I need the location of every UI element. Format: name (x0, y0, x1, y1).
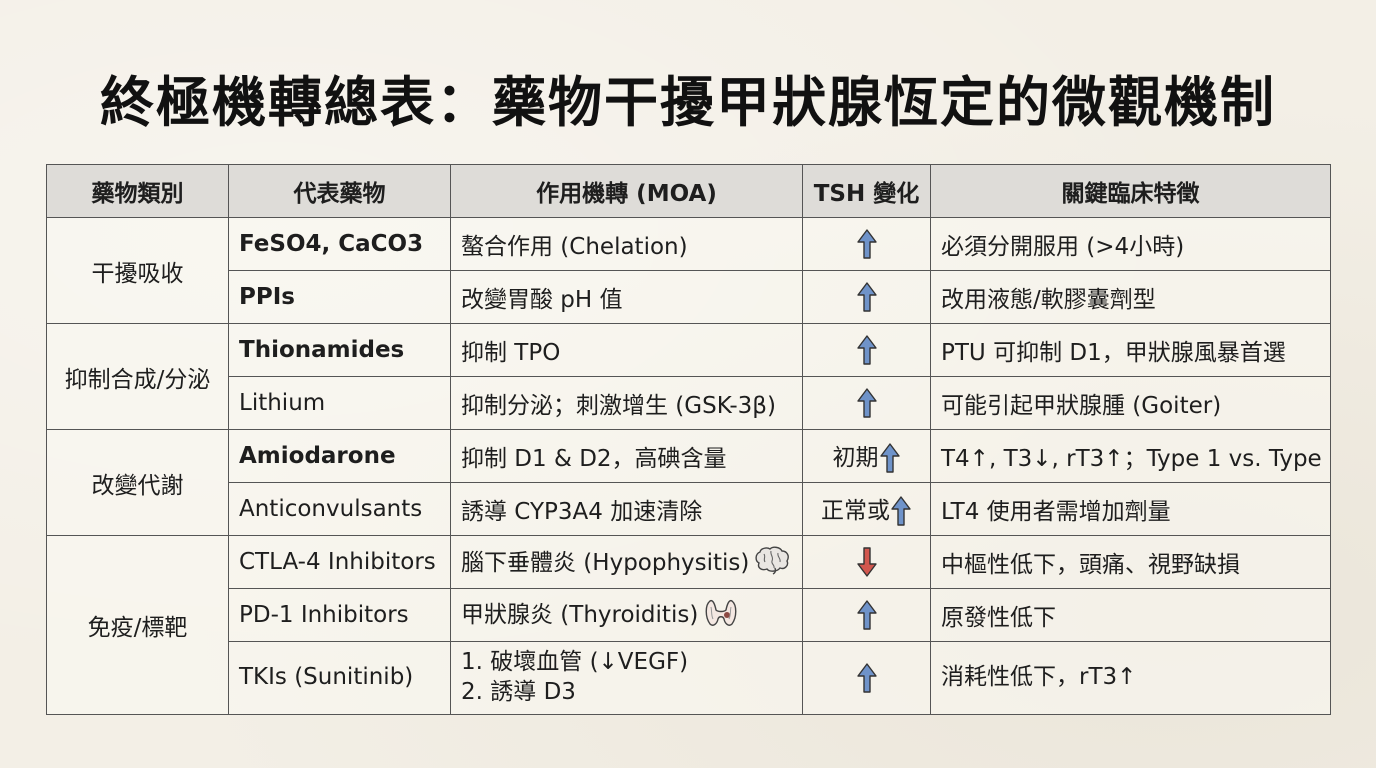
tsh-cell (802, 217, 931, 271)
arrow-up-icon (890, 495, 912, 527)
moa-cell: 抑制 TPO (450, 323, 803, 377)
table-row: 抑制合成/分泌 Thionamides 抑制 TPO PTU 可抑制 D1，甲狀… (46, 323, 1331, 430)
moa-text: 腦下垂體炎 (Hypophysitis) (461, 549, 750, 576)
feature-cell: 可能引起甲狀腺腫 (Goiter) (930, 376, 1331, 430)
brain-icon (753, 545, 791, 581)
drug-cell: Amiodarone (228, 429, 451, 483)
arrow-up-icon (879, 442, 901, 474)
moa-cell: 螯合作用 (Chelation) (450, 217, 803, 271)
moa-text: 甲狀腺炎 (Thyroiditis) (461, 602, 699, 629)
arrow-up-icon (856, 662, 878, 694)
arrow-up-icon (856, 599, 878, 631)
feature-cell: 消耗性低下，rT3↑ (930, 641, 1331, 715)
arrow-up-icon (856, 387, 878, 419)
table-row: 免疫/標靶 CTLA-4 Inhibitors 腦下垂體炎 (Hypophysi… (46, 535, 1331, 715)
tsh-cell (802, 376, 931, 430)
table-row: Lithium 抑制分泌；刺激增生 (GSK-3β) 可能引起甲狀腺腫 (Goi… (47, 376, 1331, 430)
category-cell: 干擾吸收 (46, 217, 229, 324)
feature-cell: T4↑, T3↓, rT3↑；Type 1 vs. Type 2 (930, 429, 1331, 483)
arrow-down-icon (856, 546, 878, 578)
feature-cell: PTU 可抑制 D1，甲狀腺風暴首選 (930, 323, 1331, 377)
tsh-cell (802, 323, 931, 377)
header-category: 藥物類別 (46, 164, 229, 218)
tsh-cell (802, 535, 931, 589)
table-row: PPIs 改變胃酸 pH 值 改用液態/軟膠囊劑型 (47, 270, 1331, 324)
drug-cell: Lithium (228, 376, 451, 430)
header-drug: 代表藥物 (228, 164, 451, 218)
arrow-up-icon (856, 228, 878, 260)
tsh-prefix: 初期 (832, 444, 879, 471)
table-row: 改變代謝 Amiodarone 抑制 D1 & D2，高碘含量 初期 T4↑, … (46, 429, 1331, 536)
moa-cell: 改變胃酸 pH 值 (450, 270, 803, 324)
drug-cell: TKIs (Sunitinib) (228, 641, 451, 715)
feature-cell: 改用液態/軟膠囊劑型 (930, 270, 1331, 324)
table-header-row: 藥物類別 代表藥物 作用機轉 (MOA) TSH 變化 關鍵臨床特徵 (46, 164, 1331, 218)
category-cell: 免疫/標靶 (46, 535, 229, 715)
tsh-cell: 初期 (802, 429, 931, 483)
arrow-up-icon (856, 281, 878, 313)
drug-cell: Thionamides (228, 323, 451, 377)
moa-cell: 1. 破壞血管 (↓VEGF) 2. 誘導 D3 (450, 641, 803, 715)
drug-cell: PPIs (228, 270, 451, 324)
moa-cell: 抑制 D1 & D2，高碘含量 (450, 429, 803, 483)
moa-cell: 誘導 CYP3A4 加速清除 (450, 482, 803, 536)
drug-cell: CTLA-4 Inhibitors (228, 535, 451, 589)
table-row: PD-1 Inhibitors 甲狀腺炎 (Thyroiditis) 原發性低下 (47, 588, 1331, 642)
feature-cell: LT4 使用者需增加劑量 (930, 482, 1331, 536)
tsh-cell (802, 641, 931, 715)
header-feature: 關鍵臨床特徵 (930, 164, 1331, 218)
category-cell: 抑制合成/分泌 (46, 323, 229, 430)
moa-line: 1. 破壞血管 (↓VEGF) (461, 649, 689, 676)
table-row: Anticonvulsants 誘導 CYP3A4 加速清除 正常或 LT4 使… (47, 482, 1331, 536)
moa-cell: 抑制分泌；刺激增生 (GSK-3β) (450, 376, 803, 430)
drug-cell: Anticonvulsants (228, 482, 451, 536)
drug-mechanism-table: 藥物類別 代表藥物 作用機轉 (MOA) TSH 變化 關鍵臨床特徵 干擾吸收 … (46, 164, 1331, 715)
feature-cell: 中樞性低下，頭痛、視野缺損 (930, 535, 1331, 589)
header-tsh: TSH 變化 (802, 164, 931, 218)
moa-cell: 甲狀腺炎 (Thyroiditis) (450, 588, 803, 642)
table-row: TKIs (Sunitinib) 1. 破壞血管 (↓VEGF) 2. 誘導 D… (47, 641, 1331, 715)
feature-cell: 必須分開服用 (>4小時) (930, 217, 1331, 271)
tsh-prefix: 正常或 (821, 497, 890, 524)
tsh-cell (802, 270, 931, 324)
drug-cell: PD-1 Inhibitors (228, 588, 451, 642)
header-moa: 作用機轉 (MOA) (450, 164, 803, 218)
moa-line: 2. 誘導 D3 (461, 679, 576, 705)
thyroid-icon (702, 597, 740, 635)
tsh-cell: 正常或 (802, 482, 931, 536)
moa-cell: 腦下垂體炎 (Hypophysitis) (450, 535, 803, 589)
category-cell: 改變代謝 (46, 429, 229, 536)
arrow-up-icon (856, 334, 878, 366)
feature-cell: 原發性低下 (930, 588, 1331, 642)
drug-cell: FeSO4, CaCO3 (228, 217, 451, 271)
page-title: 終極機轉總表：藥物干擾甲狀腺恆定的微觀機制 (100, 71, 1276, 134)
tsh-cell (802, 588, 931, 642)
table-row: 干擾吸收 FeSO4, CaCO3 螯合作用 (Chelation) 必須分開服… (46, 217, 1331, 324)
